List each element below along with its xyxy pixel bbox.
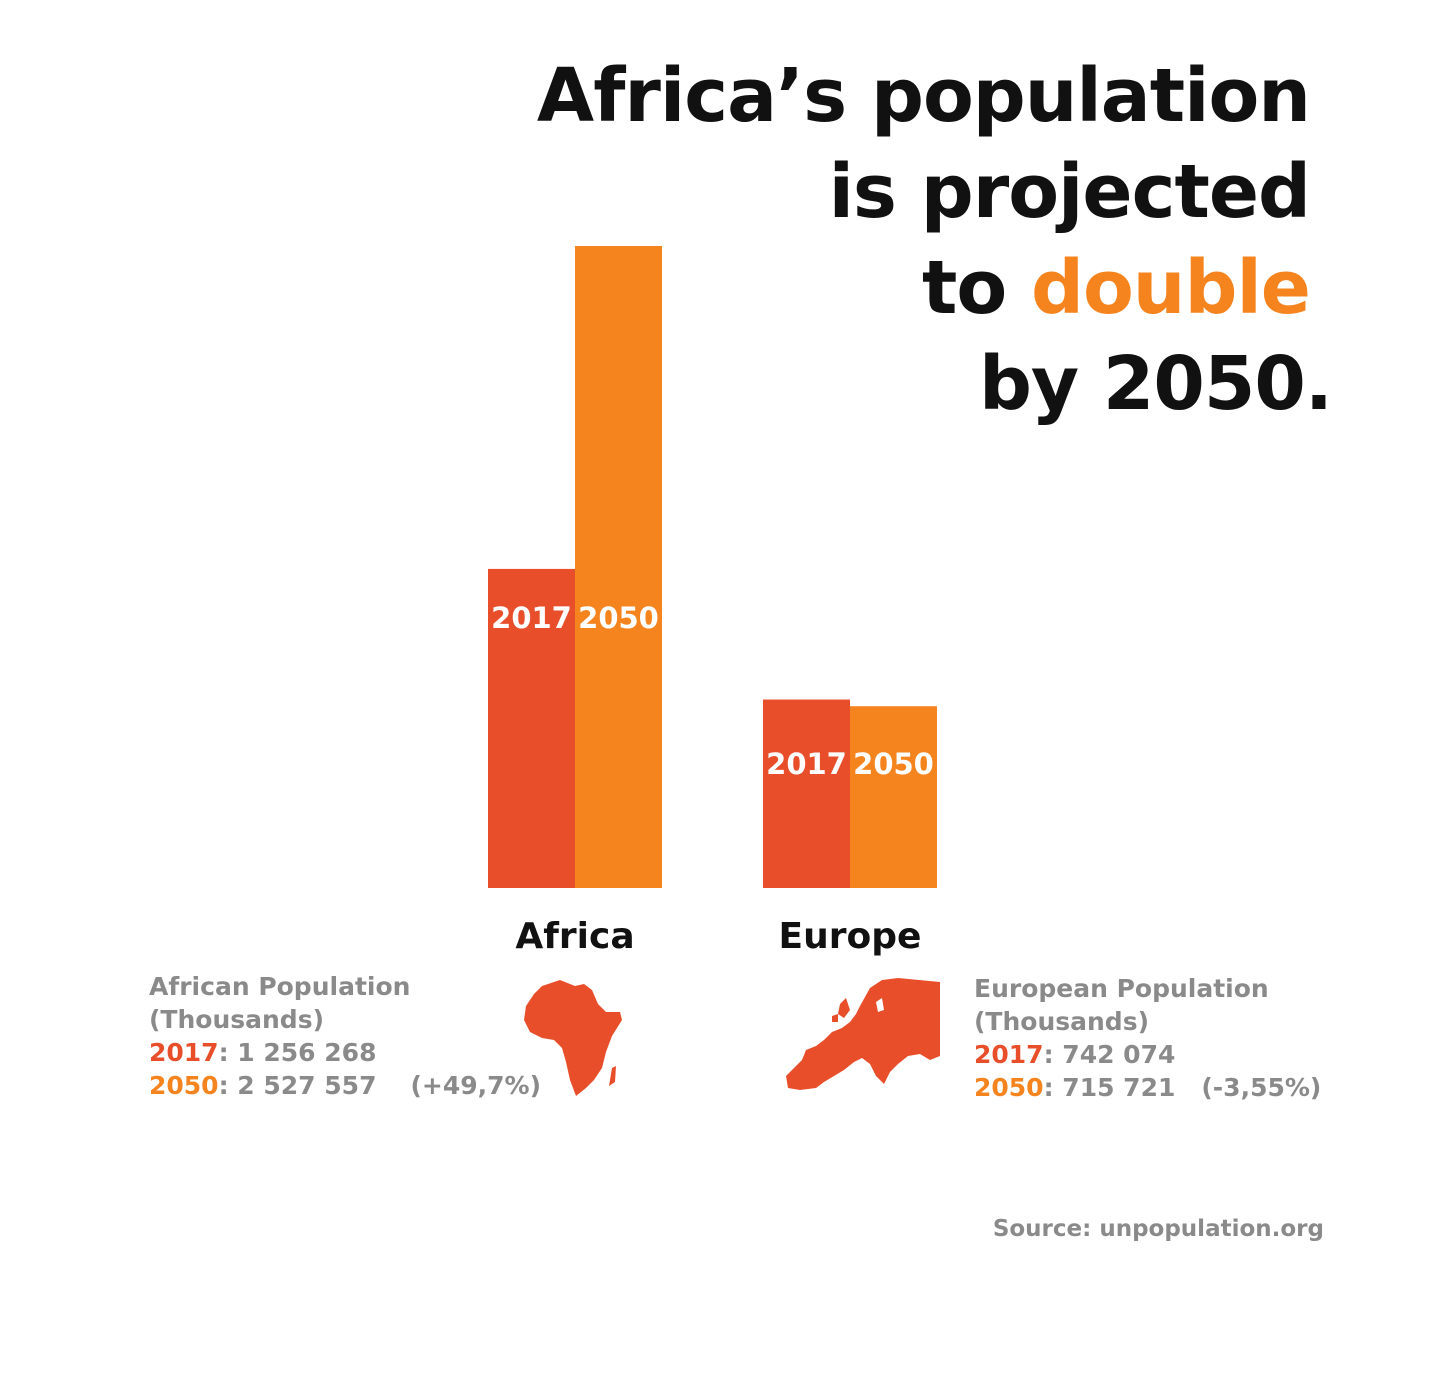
title-line-3: to double	[537, 240, 1311, 336]
bar-africa-2017	[488, 568, 575, 888]
category-label-europe: Europe	[779, 916, 922, 957]
africa-value-2050: : 2 527 557	[218, 1071, 377, 1100]
title-line-3-prefix: to	[922, 245, 1031, 331]
category-label-africa: Africa	[515, 916, 634, 957]
bar-label-africa-2017: 2017	[491, 601, 572, 635]
title-highlight: double	[1030, 245, 1311, 331]
europe-stats-label-1: European Population	[974, 974, 1269, 1003]
title-line-4: by 2050.	[978, 341, 1333, 427]
africa-map-icon	[524, 980, 622, 1096]
chart-title: Africa’s population is projected to doub…	[536, 48, 1333, 432]
source-note: Source: unpopulation.org	[992, 1216, 1324, 1242]
bar-europe-2050	[850, 706, 937, 888]
europe-stats-2050: 2050: 715 721 (-3,55%)	[974, 1071, 1321, 1104]
europe-map-icon	[786, 978, 940, 1090]
europe-stats-label-2: (Thousands)	[974, 1007, 1149, 1036]
europe-stats: European Population (Thousands) 2017: 74…	[974, 972, 1321, 1104]
africa-value-2017: : 1 256 268	[218, 1038, 377, 1067]
africa-stats-label-2: (Thousands)	[149, 1005, 324, 1034]
europe-year-2017: 2017	[974, 1040, 1044, 1069]
bar-africa-2050	[575, 246, 662, 888]
bar-label-africa-2050: 2050	[578, 601, 659, 635]
africa-year-2017: 2017	[149, 1038, 219, 1067]
europe-year-2050: 2050	[974, 1073, 1044, 1102]
europe-change: (-3,55%)	[1201, 1073, 1322, 1102]
africa-stats-2017: 2017: 1 256 268	[149, 1036, 541, 1069]
bar-europe-2017	[763, 699, 850, 888]
europe-stats-2017: 2017: 742 074	[974, 1038, 1321, 1071]
bar-label-europe-2017: 2017	[766, 747, 847, 781]
europe-value-2050: : 715 721	[1043, 1073, 1176, 1102]
africa-year-2050: 2050	[149, 1071, 219, 1100]
title-line-1: Africa’s population	[536, 53, 1311, 139]
africa-stats-2050: 2050: 2 527 557 (+49,7%)	[149, 1069, 541, 1102]
europe-value-2017: : 742 074	[1043, 1040, 1176, 1069]
africa-change: (+49,7%)	[410, 1071, 541, 1100]
title-line-2: is projected	[828, 149, 1311, 235]
bar-label-europe-2050: 2050	[853, 747, 934, 781]
africa-stats-label-1: African Population	[149, 972, 411, 1001]
africa-stats: African Population (Thousands) 2017: 1 2…	[149, 970, 541, 1102]
